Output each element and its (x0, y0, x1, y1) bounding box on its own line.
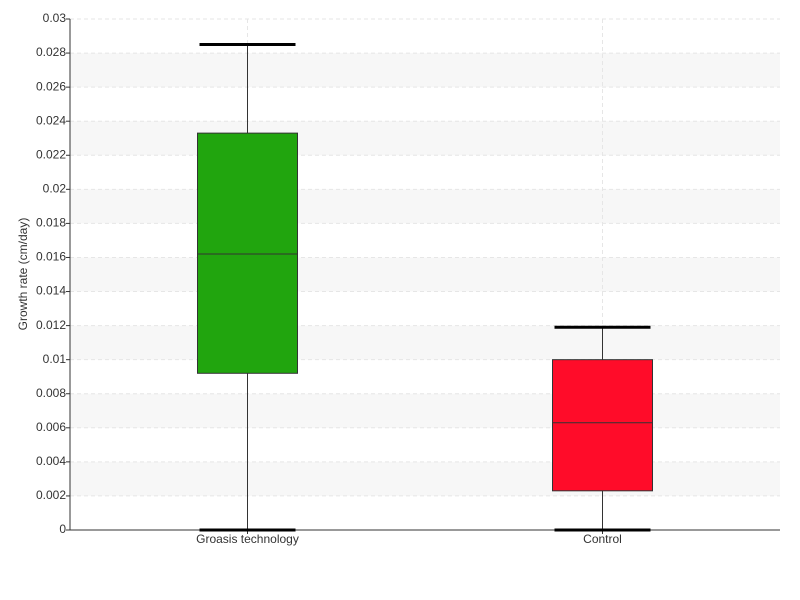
grid-band (70, 53, 780, 88)
grid-band (70, 461, 780, 496)
grid-band (70, 257, 780, 292)
y-tick-label: 0.026 (36, 79, 66, 93)
grid-band (70, 121, 780, 156)
y-tick-label: 0.002 (36, 488, 66, 502)
y-tick-label: 0.03 (43, 11, 67, 25)
y-tick-label: 0.006 (36, 420, 66, 434)
y-axis-label: Growth rate (cm/day) (16, 218, 30, 331)
box (197, 132, 298, 374)
y-tick-label: 0.004 (36, 454, 66, 468)
x-tick-label: Groasis technology (196, 532, 299, 546)
grid-band (70, 189, 780, 224)
grid-band (70, 325, 780, 360)
y-tick-label: 0.018 (36, 216, 66, 230)
y-tick-label: 0.022 (36, 147, 66, 161)
y-tick-label: 0.014 (36, 284, 66, 298)
y-tick-label: 0.02 (43, 182, 67, 196)
box (552, 359, 653, 492)
grid-band (70, 393, 780, 428)
y-tick-label: 0.012 (36, 318, 66, 332)
y-tick-label: 0.008 (36, 386, 66, 400)
y-tick-label: 0 (59, 522, 66, 536)
y-tick-label: 0.01 (43, 352, 67, 366)
y-tick-label: 0.024 (36, 113, 66, 127)
x-tick-label: Control (583, 532, 622, 546)
y-tick-label: 0.028 (36, 45, 66, 59)
y-tick-label: 0.016 (36, 250, 66, 264)
